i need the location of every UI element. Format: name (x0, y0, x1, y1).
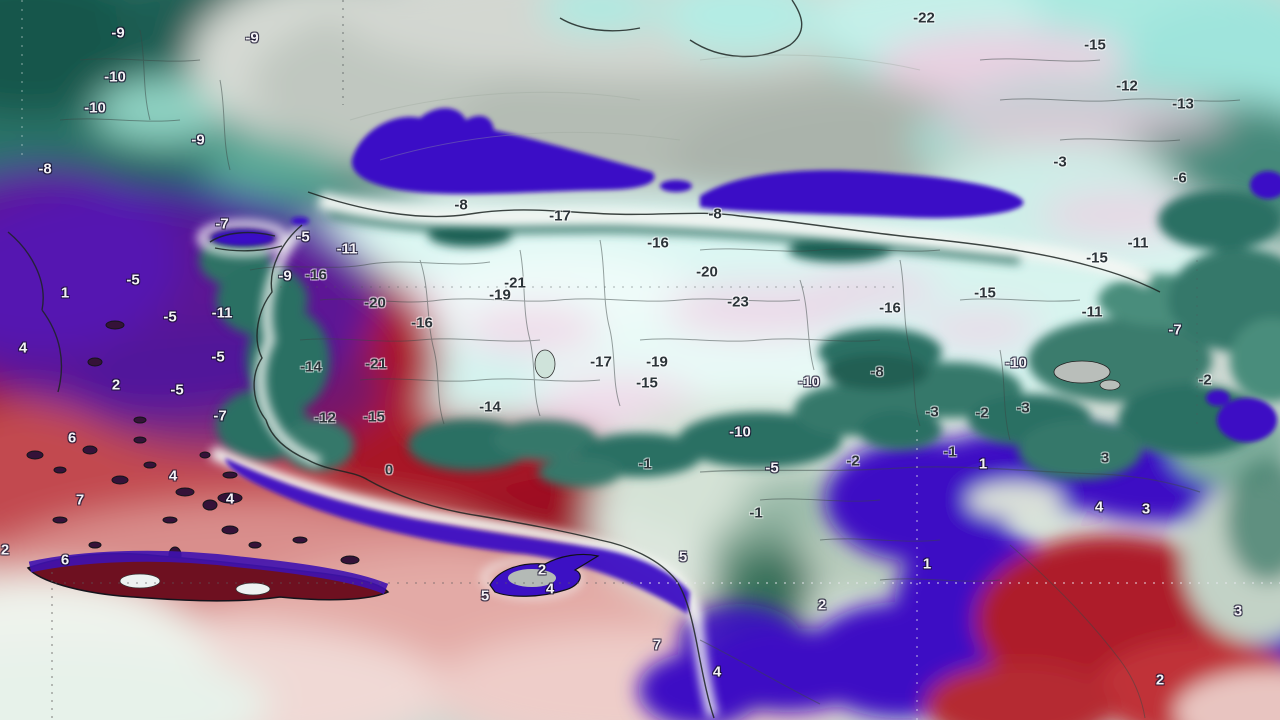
crete-island (26, 550, 390, 602)
border-layer (59, 29, 1241, 719)
graticule-layer (21, 0, 1280, 720)
cyprus-island (489, 553, 600, 597)
coastline-layer (7, 0, 1161, 719)
island-layer (26, 320, 360, 565)
isoline-layer (349, 54, 921, 161)
indigo-anomaly-layer (211, 108, 1280, 614)
southeast-anomaly-layer (638, 403, 1280, 720)
lake-layer (534, 349, 1121, 391)
